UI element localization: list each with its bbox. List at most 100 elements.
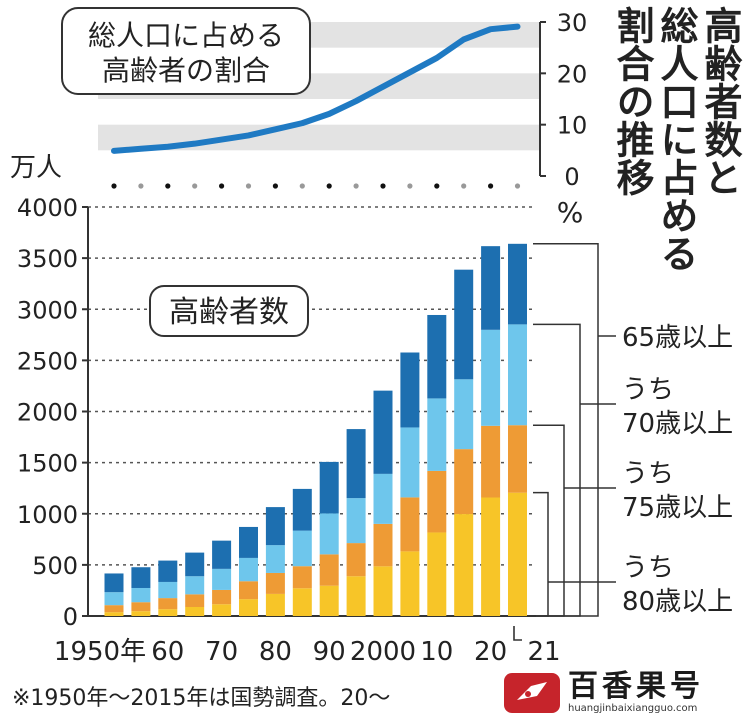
year-marker-dot — [165, 183, 171, 189]
bar-segment — [373, 566, 393, 616]
bar-segment — [454, 379, 474, 450]
year-marker-dot — [111, 183, 117, 189]
year-marker-dot — [380, 183, 386, 189]
bar-segment — [265, 507, 285, 546]
bar-segment — [212, 568, 232, 590]
bar-segment — [265, 593, 285, 616]
elderly-count-bar-panel: 0 500 1000 1500 2000 2500 3000 3500 4000 万人 1950年 6… — [10, 153, 561, 667]
bar-segment — [212, 604, 232, 616]
legend-label: うち — [622, 375, 674, 405]
bar-segment — [239, 599, 258, 616]
bar-segment — [346, 576, 366, 616]
count-y-unit: 万人 — [10, 153, 62, 183]
count-x-tick-label: 20 — [474, 637, 507, 667]
bar-segment — [508, 492, 527, 616]
bar-segment — [346, 498, 366, 544]
count-y-tick-label: 0 — [63, 603, 78, 631]
bar-segment — [185, 576, 205, 595]
ratio-y-unit: % — [557, 196, 584, 229]
year-marker-dot — [488, 183, 494, 189]
count-x-tick-label: 80 — [259, 637, 292, 667]
bar-segment — [212, 589, 232, 605]
bar-segment — [292, 588, 312, 616]
bar-segment — [158, 598, 178, 610]
bar-segment — [400, 551, 420, 616]
bar-segment — [400, 352, 420, 428]
legend-label: 75歳以上 — [622, 493, 733, 523]
bar-segment — [481, 497, 501, 616]
legend-label: うち — [622, 459, 674, 489]
ratio-y-tick-label: 10 — [557, 112, 588, 140]
count-x-tick-label: 90 — [313, 637, 346, 667]
bar-segment — [131, 602, 151, 612]
bar-segment — [185, 607, 205, 616]
count-y-tick-label: 2500 — [17, 347, 78, 375]
year-marker-dot — [192, 183, 198, 189]
bar-segment — [427, 398, 447, 471]
vertical-title-col3: 割合の推移 — [610, 6, 654, 196]
count-x-tick-label: 70 — [205, 637, 238, 667]
legend-bracket — [533, 243, 599, 617]
bar-segment — [292, 566, 312, 589]
note-text: ※1950年～2015年は国勢調査。20～ — [12, 686, 390, 711]
bar-segment — [265, 545, 285, 573]
legend-label: 70歳以上 — [622, 409, 733, 439]
bar-segment — [508, 243, 527, 325]
bar-segment — [104, 573, 124, 593]
bar-segment — [400, 497, 420, 552]
bar-segment — [481, 329, 501, 426]
bar-segment — [427, 532, 447, 616]
bar-segment — [373, 390, 393, 474]
count-y-tick-label: 1500 — [17, 450, 78, 478]
count-y-tick-label: 1000 — [17, 501, 78, 529]
vertical-title-col1: 高齢者数と — [698, 6, 742, 196]
year-marker-dot — [434, 183, 440, 189]
year-marker-dot — [461, 183, 467, 189]
count-y-tick-label: 2000 — [17, 399, 78, 427]
bar-segment — [131, 587, 151, 603]
bar-segment — [212, 540, 232, 569]
year-marker-dot — [326, 183, 332, 189]
year-marker-dot — [245, 183, 252, 189]
bar-segment — [158, 609, 178, 616]
bar-segment — [265, 572, 285, 594]
count-x-tick-label: 21 — [527, 637, 560, 667]
bar-segment — [346, 543, 366, 577]
ratio-y-tick-label: 30 — [557, 9, 588, 37]
bar-segment — [481, 246, 501, 330]
bar-title: 高齢者数 — [169, 295, 289, 330]
bar-segment — [239, 526, 258, 558]
bar-segment — [131, 567, 151, 588]
bar-segment — [158, 581, 178, 599]
legend-bracket — [533, 323, 581, 617]
bar-segment — [427, 314, 447, 399]
count-x-tick-label: 1950年 — [54, 637, 146, 667]
ratio-y-tick-label: 0 — [564, 163, 579, 191]
legend-label: 80歳以上 — [622, 587, 733, 617]
year-marker-dot — [219, 183, 225, 189]
count-y-tick-label: 4000 — [17, 194, 78, 222]
bar-segment — [292, 488, 312, 531]
bar-segment — [319, 585, 339, 616]
watermark-logo-icon — [504, 673, 560, 713]
bar-segment — [319, 461, 339, 514]
bar-title-box — [149, 285, 309, 337]
year-marker-dot — [272, 183, 278, 189]
bar-segment — [346, 429, 366, 499]
bar-segment — [400, 427, 420, 498]
bar-segment — [319, 554, 339, 586]
count-x-tick-label: 2000 — [350, 637, 416, 667]
watermark-url: huangjinbaixiangguo.com — [568, 703, 698, 714]
bar-segment — [185, 594, 205, 608]
watermark: 百香果号 huangjinbaixiangguo.com — [504, 670, 752, 716]
year-marker-dot — [138, 183, 144, 189]
year-marker-dot — [407, 183, 413, 189]
ratio-line-panel: 0102030%4.95.35.76.37.17.99.110.312.114.… — [98, 9, 587, 229]
count-x-tick-label: 10 — [420, 637, 453, 667]
bar-segment — [373, 523, 393, 567]
legend-label: うち — [622, 553, 674, 583]
bar-segment — [319, 513, 339, 555]
bar-segment — [104, 612, 124, 616]
line-title-box — [61, 7, 311, 95]
bar-segment — [292, 530, 312, 567]
